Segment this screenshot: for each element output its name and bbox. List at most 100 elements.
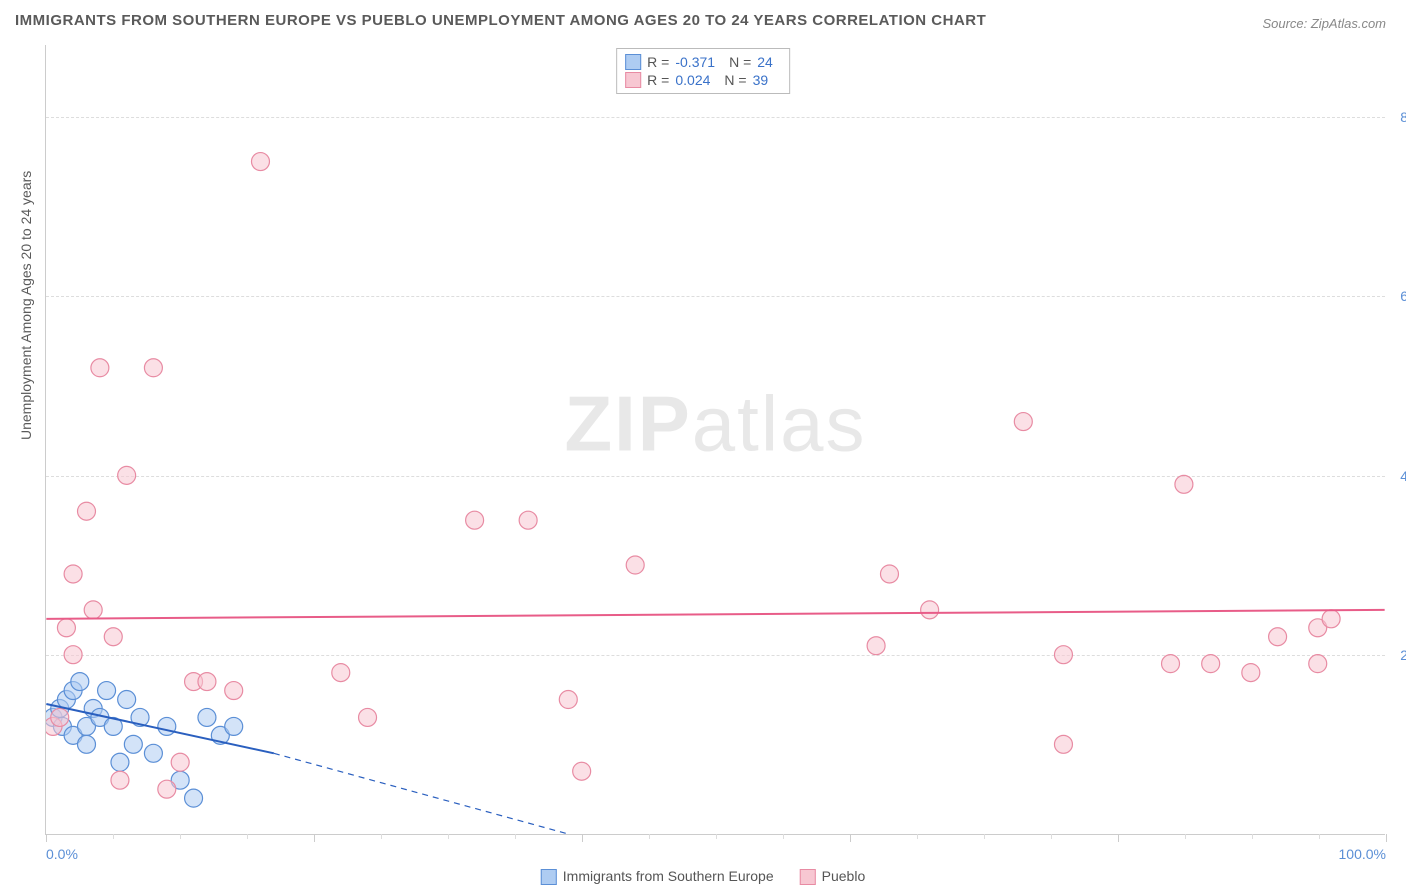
scatter-svg [46, 45, 1385, 834]
x-tick [850, 834, 851, 842]
x-tick-label: 0.0% [46, 846, 78, 862]
legend-swatch [541, 869, 557, 885]
x-tick-minor [716, 834, 717, 839]
data-point [198, 673, 216, 691]
data-point [171, 753, 189, 771]
x-tick-minor [1252, 834, 1253, 839]
data-point [64, 646, 82, 664]
y-tick-label: 40.0% [1400, 468, 1406, 484]
data-point [559, 691, 577, 709]
data-point [158, 717, 176, 735]
x-tick-minor [113, 834, 114, 839]
data-point [111, 771, 129, 789]
data-point [1269, 628, 1287, 646]
data-point [84, 601, 102, 619]
data-point [225, 682, 243, 700]
data-point [1054, 646, 1072, 664]
x-tick-minor [1185, 834, 1186, 839]
data-point [111, 753, 129, 771]
data-point [1242, 664, 1260, 682]
trend-line-extrapolated [274, 753, 568, 834]
trend-line [46, 610, 1384, 619]
data-point [921, 601, 939, 619]
x-tick [314, 834, 315, 842]
data-point [519, 511, 537, 529]
series-legend: Immigrants from Southern Europe Pueblo [531, 866, 875, 887]
data-point [91, 359, 109, 377]
chart-title: IMMIGRANTS FROM SOUTHERN EUROPE VS PUEBL… [15, 12, 986, 29]
legend-swatch [800, 869, 816, 885]
n-value: 39 [753, 72, 769, 88]
data-point [1202, 655, 1220, 673]
x-tick-minor [515, 834, 516, 839]
data-point [57, 619, 75, 637]
data-point [251, 153, 269, 171]
y-tick-label: 20.0% [1400, 647, 1406, 663]
data-point [78, 735, 96, 753]
r-label: R = [647, 54, 669, 70]
data-point [118, 466, 136, 484]
y-axis-label: Unemployment Among Ages 20 to 24 years [18, 171, 34, 440]
data-point [51, 708, 69, 726]
data-point [124, 735, 142, 753]
data-point [1162, 655, 1180, 673]
data-point [1309, 655, 1327, 673]
source-label: Source: ZipAtlas.com [1262, 16, 1386, 31]
data-point [158, 780, 176, 798]
legend-label: Pueblo [822, 868, 866, 884]
data-point [144, 744, 162, 762]
r-label: R = [647, 72, 669, 88]
data-point [71, 673, 89, 691]
n-label: N = [724, 72, 746, 88]
x-tick-minor [783, 834, 784, 839]
plot-area: ZIPatlas 20.0%40.0%60.0%80.0%0.0%100.0% [45, 45, 1385, 835]
data-point [626, 556, 644, 574]
x-tick-minor [247, 834, 248, 839]
data-point [1014, 413, 1032, 431]
data-point [880, 565, 898, 583]
y-tick-label: 80.0% [1400, 109, 1406, 125]
x-tick-minor [984, 834, 985, 839]
data-point [78, 502, 96, 520]
data-point [144, 359, 162, 377]
data-point [64, 565, 82, 583]
data-point [98, 682, 116, 700]
x-tick-label: 100.0% [1339, 846, 1386, 862]
r-value: -0.371 [675, 54, 715, 70]
x-tick-minor [1319, 834, 1320, 839]
data-point [1054, 735, 1072, 753]
stats-row: R =-0.371N =24 [625, 53, 781, 71]
legend-item: Immigrants from Southern Europe [541, 868, 774, 885]
x-tick-minor [1051, 834, 1052, 839]
data-point [332, 664, 350, 682]
data-point [225, 717, 243, 735]
y-tick-label: 60.0% [1400, 288, 1406, 304]
stats-legend-box: R =-0.371N =24R =0.024N =39 [616, 48, 790, 94]
x-tick [1386, 834, 1387, 842]
series-swatch [625, 54, 641, 70]
stats-row: R =0.024N =39 [625, 71, 781, 89]
data-point [359, 708, 377, 726]
x-tick [582, 834, 583, 842]
data-point [573, 762, 591, 780]
legend-item: Pueblo [800, 868, 866, 885]
data-point [104, 628, 122, 646]
data-point [867, 637, 885, 655]
x-tick [1118, 834, 1119, 842]
x-tick-minor [917, 834, 918, 839]
correlation-chart: IMMIGRANTS FROM SOUTHERN EUROPE VS PUEBL… [0, 0, 1406, 892]
x-tick [46, 834, 47, 842]
data-point [1175, 475, 1193, 493]
data-point [118, 691, 136, 709]
x-tick-minor [381, 834, 382, 839]
x-tick-minor [649, 834, 650, 839]
n-label: N = [729, 54, 751, 70]
data-point [1322, 610, 1340, 628]
series-swatch [625, 72, 641, 88]
data-point [198, 708, 216, 726]
data-point [466, 511, 484, 529]
legend-label: Immigrants from Southern Europe [563, 868, 774, 884]
data-point [185, 789, 203, 807]
x-tick-minor [448, 834, 449, 839]
x-tick-minor [180, 834, 181, 839]
